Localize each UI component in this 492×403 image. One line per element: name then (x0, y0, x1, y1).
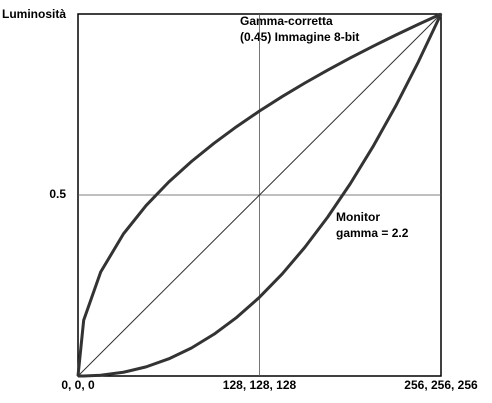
curve (77, 13, 443, 378)
annotation: gamma = 2.2 (336, 226, 409, 240)
x-tick-label: 128, 128, 128 (223, 378, 297, 392)
x-tick-label: 0, 0, 0 (61, 378, 95, 392)
annotation: Gamma-corretta (240, 14, 333, 28)
y-tick-label: 0.5 (49, 187, 66, 201)
curve (76, 12, 442, 377)
annotation: Monitor (336, 210, 380, 224)
annotation: (0.45) Immagine 8-bit (240, 30, 359, 44)
curve (77, 13, 442, 377)
y-axis-label: Luminosità (2, 7, 66, 21)
x-tick-label: 256, 256, 256 (404, 378, 478, 392)
